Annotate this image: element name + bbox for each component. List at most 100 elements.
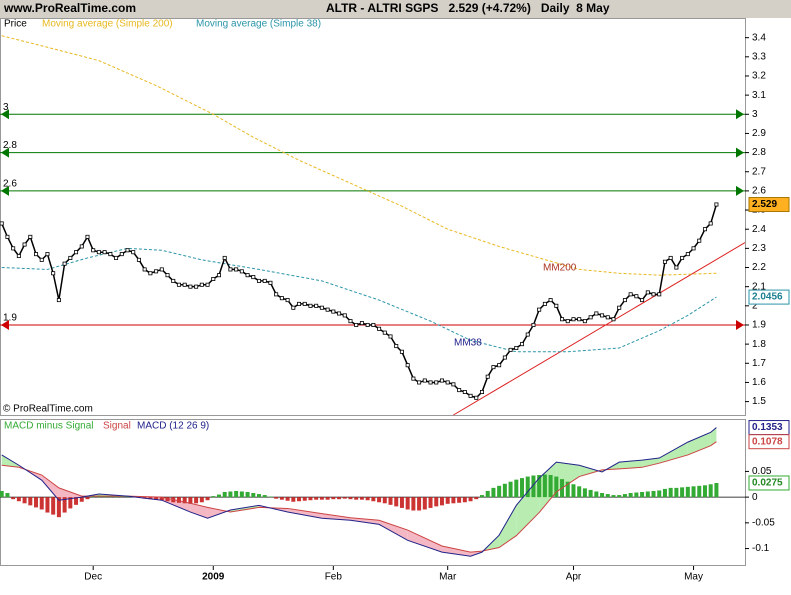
- histogram-bar: [188, 497, 193, 504]
- histogram-bar: [577, 486, 582, 498]
- histogram-bar: [611, 495, 616, 498]
- y-tick-label: 3.4: [752, 32, 766, 43]
- histogram-bar: [394, 497, 399, 507]
- price-point: [142, 267, 147, 272]
- price-point: [520, 342, 525, 347]
- histogram-bar: [594, 491, 599, 498]
- price-point: [297, 301, 302, 306]
- y-tick-label: 0.05: [752, 466, 772, 477]
- histogram-bar: [45, 497, 50, 513]
- price-point: [497, 363, 502, 368]
- price-point: [62, 261, 67, 266]
- histogram-bar: [645, 491, 650, 498]
- price-point: [394, 344, 399, 349]
- histogram-bar: [16, 497, 21, 502]
- price-point: [634, 294, 639, 299]
- x-tick-label: Apr: [566, 572, 582, 583]
- price-point: [56, 298, 61, 303]
- level-arrow-left: [1, 319, 9, 330]
- histogram-bar: [148, 497, 153, 500]
- y-tick-label: 2.6: [752, 186, 766, 197]
- price-point: [582, 319, 587, 324]
- histogram-bar: [359, 497, 364, 500]
- histogram-bar: [388, 497, 393, 505]
- y-tick-label: 2.7: [752, 166, 766, 177]
- histogram-bar: [662, 488, 667, 498]
- legend-entry: Signal: [103, 421, 131, 432]
- y-tick-label: 3.3: [752, 51, 766, 62]
- price-point: [422, 378, 427, 383]
- price-point: [68, 255, 73, 260]
- price-point: [348, 319, 353, 324]
- price-point: [91, 248, 96, 253]
- price-point: [182, 282, 187, 287]
- price-point: [79, 244, 84, 249]
- histogram-bar: [279, 497, 284, 500]
- histogram-bar: [365, 497, 370, 501]
- histogram-bar: [657, 490, 662, 498]
- histogram-bar: [0, 490, 4, 498]
- histogram-bar: [325, 497, 330, 500]
- y-tick-label: 2.8: [752, 147, 766, 158]
- macd-signal-fill: [58, 487, 82, 501]
- histogram-bar: [497, 485, 502, 498]
- histogram-bar: [554, 476, 559, 498]
- histogram-bar: [439, 497, 444, 506]
- legend-entry: MACD (12 26 9): [137, 421, 209, 432]
- price-point: [222, 255, 227, 260]
- histogram-bar: [417, 497, 422, 511]
- histogram-bar: [422, 497, 427, 510]
- histogram-bar: [268, 496, 273, 498]
- price-point: [508, 347, 513, 352]
- macd-signal-fill: [619, 460, 643, 469]
- price-point: [434, 380, 439, 385]
- price-point: [708, 221, 713, 226]
- price-point: [96, 250, 101, 255]
- histogram-bar: [382, 497, 387, 504]
- histogram-bar: [159, 497, 164, 501]
- price-point: [485, 374, 490, 379]
- macd-panel: [0, 419, 746, 566]
- y-tick-label: 2.3: [752, 243, 766, 254]
- x-tick-label: Mar: [439, 572, 457, 583]
- y-tick-label: -0.1: [752, 543, 770, 554]
- histogram-bar: [205, 497, 210, 501]
- price-point: [102, 250, 107, 255]
- histogram-bar: [342, 497, 347, 499]
- moving-average-38: [1, 247, 717, 353]
- histogram-bar: [708, 484, 713, 498]
- histogram-bar: [668, 487, 673, 498]
- price-point: [154, 269, 159, 274]
- histogram-bar: [302, 497, 307, 501]
- histogram-bar: [479, 495, 484, 498]
- histogram-bar: [651, 490, 656, 498]
- histogram-bar: [691, 486, 696, 498]
- histogram-bar: [520, 478, 525, 498]
- price-point: [74, 250, 79, 255]
- price-point: [377, 326, 382, 331]
- price-point: [405, 363, 410, 368]
- price-point: [325, 307, 330, 312]
- price-point: [22, 242, 27, 247]
- macd-signal-fill: [207, 507, 231, 519]
- histogram-bar: [125, 496, 130, 498]
- price-point: [45, 252, 50, 257]
- trendline: [453, 242, 746, 416]
- price-point: [645, 290, 650, 295]
- price-point: [399, 349, 404, 354]
- price-point: [382, 330, 387, 335]
- y-tick-label: 2: [752, 300, 758, 311]
- histogram-bar: [211, 496, 216, 498]
- histogram-bar: [5, 493, 10, 498]
- histogram-bar: [251, 493, 256, 498]
- price-point: [39, 257, 44, 262]
- price-point: [611, 317, 616, 322]
- histogram-bar: [474, 497, 479, 500]
- price-point: [531, 322, 536, 327]
- price-point: [600, 313, 605, 318]
- legend-entry: Moving average (Simple 38): [196, 19, 321, 30]
- histogram-bar: [337, 497, 342, 500]
- price-point: [114, 255, 119, 260]
- macd-signal-fill: [350, 517, 380, 525]
- price-point: [451, 382, 456, 387]
